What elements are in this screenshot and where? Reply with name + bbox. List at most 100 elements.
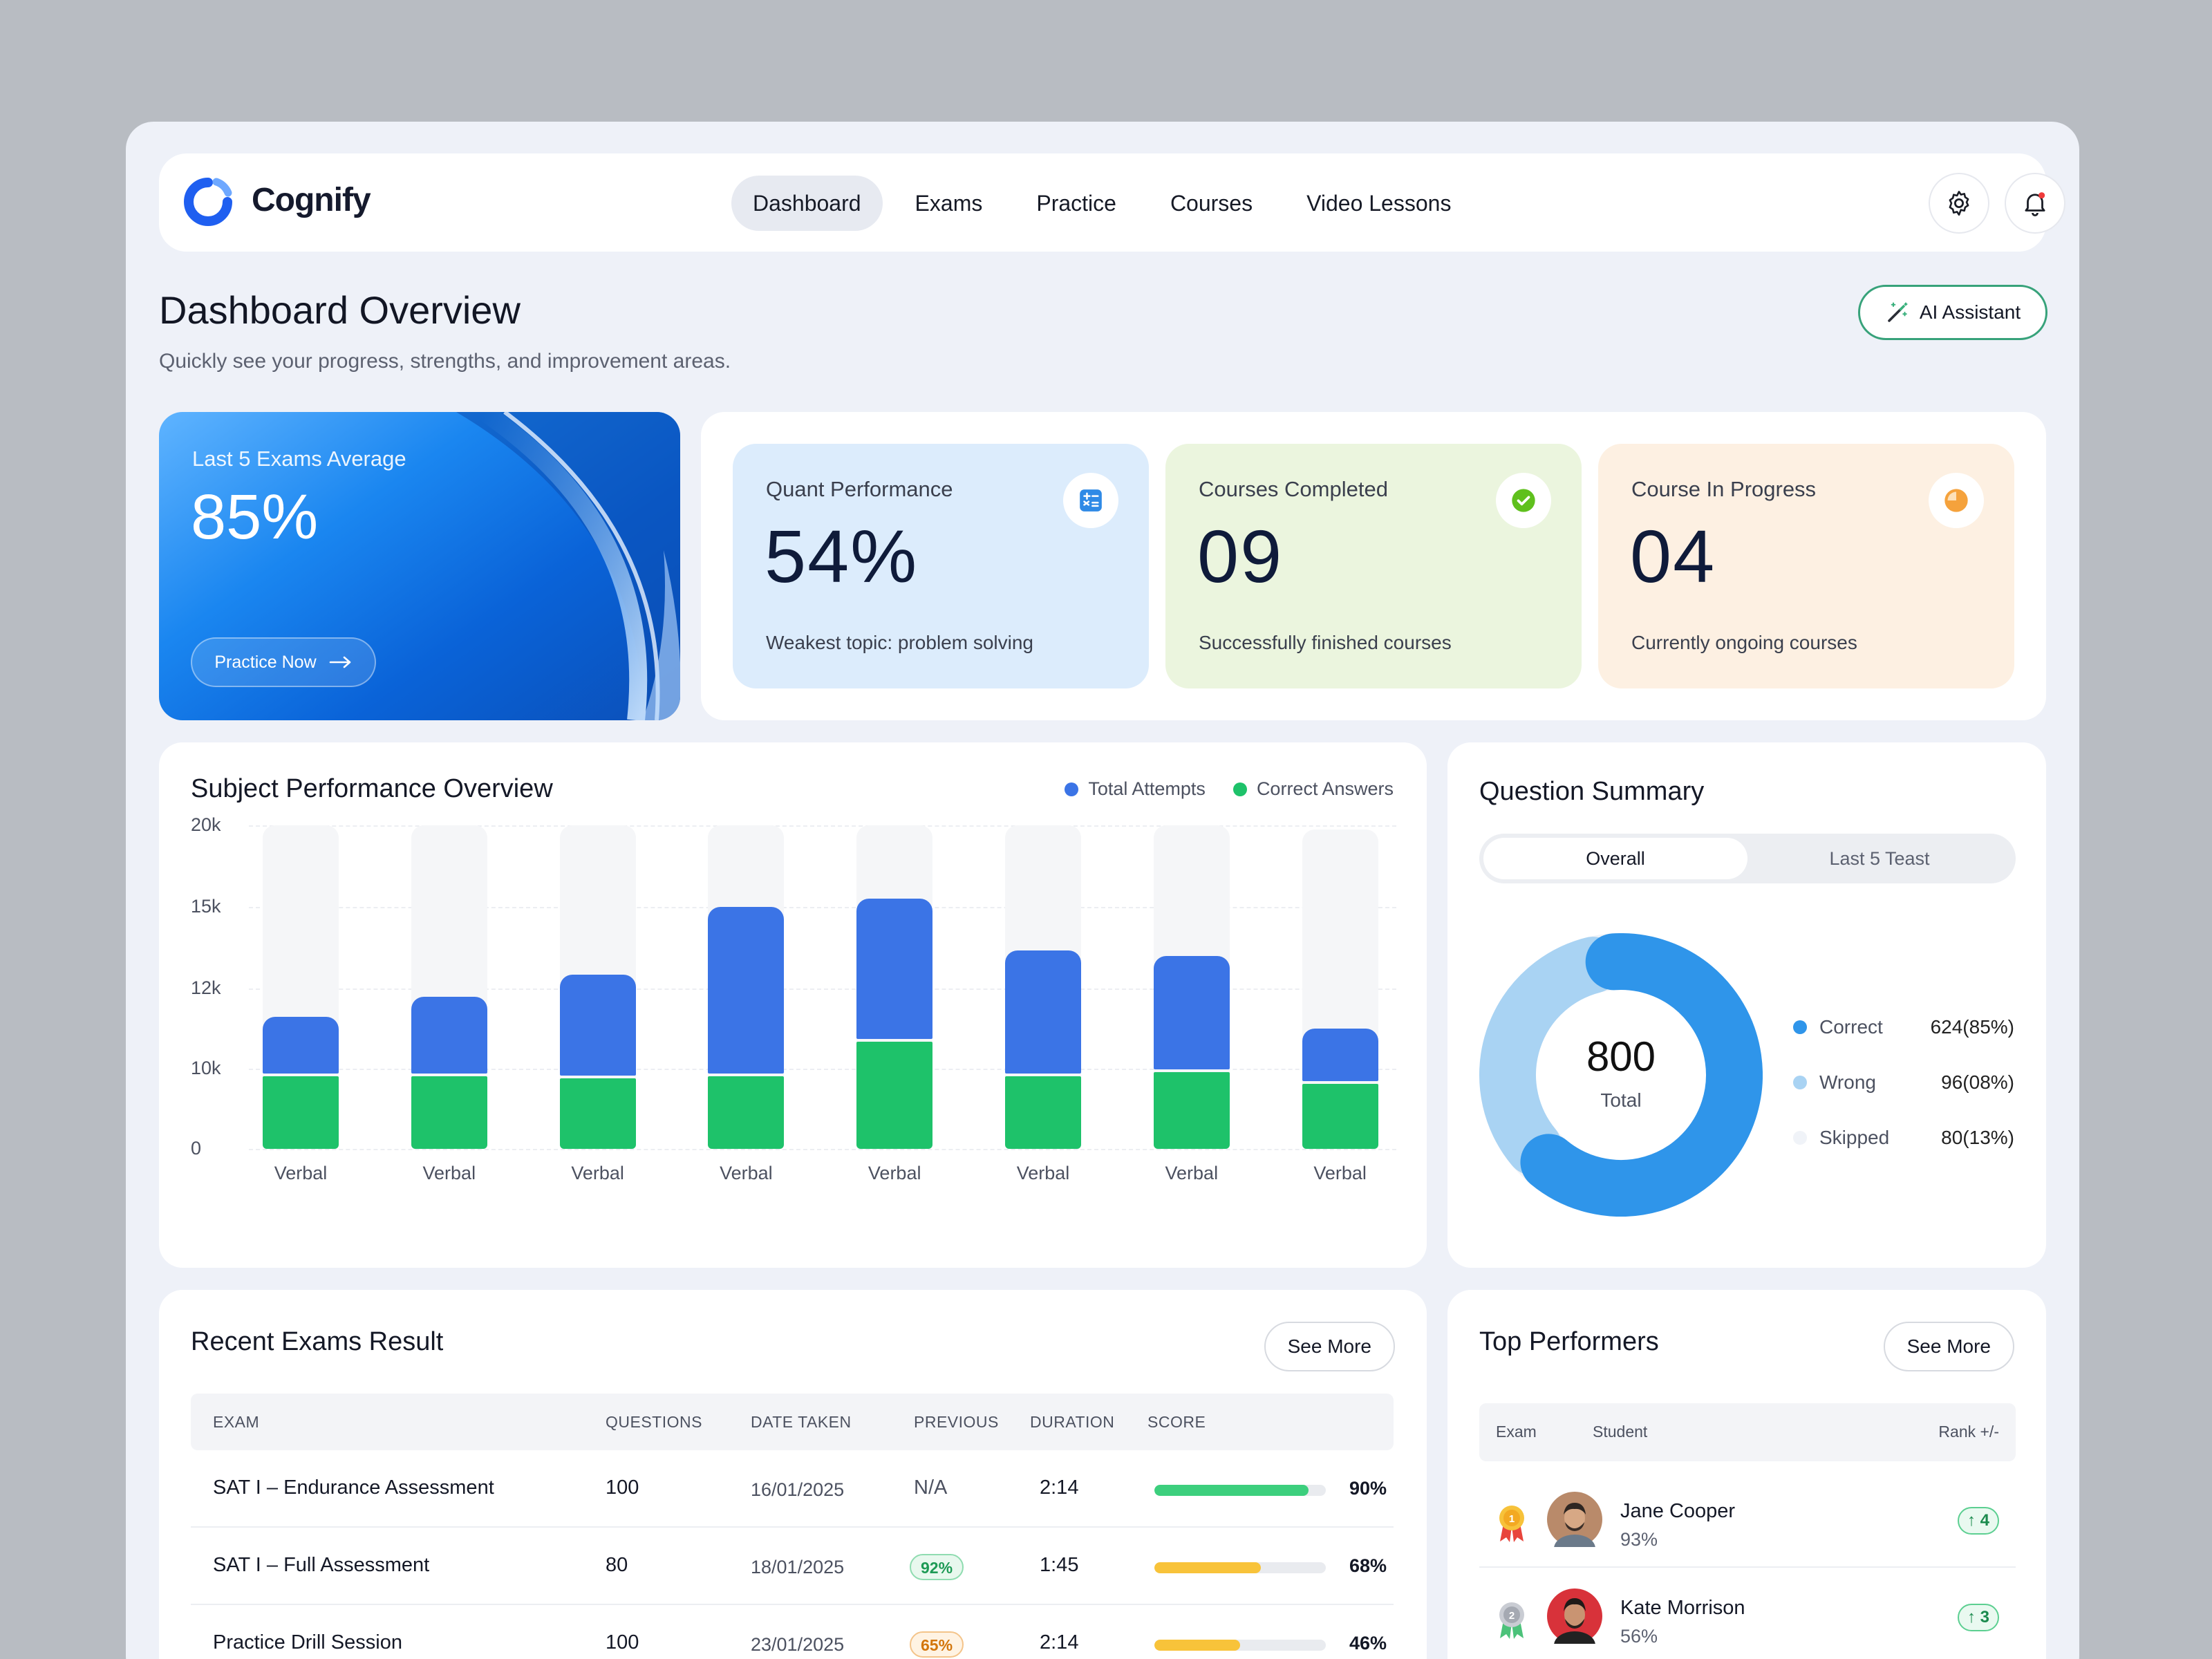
exams-table-header: EXAM QUESTIONS DATE TAKEN PREVIOUS DURAT…: [191, 1394, 1394, 1450]
score-progress-bar: [1154, 1640, 1326, 1651]
col-previous: PREVIOUS: [914, 1413, 999, 1431]
x-tick-label: Verbal: [1313, 1163, 1367, 1183]
nav-exams[interactable]: Exams: [915, 191, 983, 216]
donut-chart: [1479, 933, 1763, 1217]
y-tick-label: 20k: [191, 814, 221, 835]
date-taken: 16/01/2025: [751, 1479, 845, 1500]
table-row[interactable]: Practice Drill Session 100 23/01/2025 65% 2:…: [191, 1605, 1394, 1659]
ai-assistant-button[interactable]: AI Assistant: [1858, 285, 2047, 340]
date-taken: 23/01/2025: [751, 1634, 845, 1655]
table-row[interactable]: SAT I – Endurance Assessment 100 16/01/202…: [191, 1450, 1394, 1528]
performer-name: Kate Morrison: [1620, 1597, 1745, 1619]
gear-icon: [1949, 191, 1969, 216]
practice-now-label: Practice Now: [214, 652, 317, 672]
legend-value: 96(08%): [1941, 1071, 2014, 1093]
chart-legend: Total Attempts Correct Answers: [1065, 778, 1394, 800]
bar-total-attempts: [708, 907, 785, 1074]
notifications-button[interactable]: [2005, 173, 2065, 234]
hero-label: Last 5 Exams Average: [192, 447, 406, 471]
page-subtitle: Quickly see your progress, strengths, an…: [159, 350, 731, 373]
questions-count: 100: [606, 1477, 639, 1499]
recent-exams-title: Recent Exams Result: [191, 1327, 444, 1356]
duration: 1:45: [1040, 1554, 1079, 1576]
x-tick-label: Verbal: [720, 1163, 773, 1183]
donut-total-label: Total: [1600, 1089, 1642, 1111]
main-menu: Dashboard Exams Practice Courses Video L…: [731, 176, 1472, 231]
legend-value: 624(85%): [1930, 1016, 2014, 1038]
legend-correct-answers: Correct Answers: [1232, 778, 1394, 800]
calculator-icon: [1063, 473, 1118, 528]
legend-label: Correct: [1819, 1016, 1883, 1038]
col-date-taken: DATE TAKEN: [751, 1413, 852, 1431]
x-tick-label: Verbal: [422, 1163, 476, 1183]
recent-exams-see-more-button[interactable]: See More: [1264, 1322, 1395, 1371]
x-tick-label: Verbal: [1165, 1163, 1219, 1183]
score-progress-bar: [1154, 1485, 1326, 1496]
nav-practice[interactable]: Practice: [1036, 191, 1116, 216]
rank-change-value: 4: [1980, 1511, 1989, 1530]
top-performers-see-more-button[interactable]: See More: [1883, 1322, 2014, 1371]
stats-panel: Quant Performance 54% Weakest topic: pro…: [701, 412, 2046, 720]
bar-chart: 20k 15k 12k 10k 0 Verbal Verbal Verbal Verbal Ver…: [159, 742, 1427, 1268]
tab-overall[interactable]: Overall: [1483, 838, 1747, 879]
bar-correct-answers: [1005, 1076, 1081, 1149]
donut-total: 800: [1586, 1033, 1656, 1080]
settings-button[interactable]: [1929, 173, 1989, 234]
performer-row[interactable]: 1 Jane Cooper 93% ↑ 4: [1479, 1472, 2016, 1568]
arrow-right-icon: [329, 656, 350, 668]
performer-score: 93%: [1620, 1529, 1658, 1550]
x-tick-label: Verbal: [274, 1163, 328, 1183]
y-tick-label: 15k: [191, 896, 221, 917]
legend-dot: [1793, 1131, 1807, 1145]
col-student: Student: [1593, 1423, 1648, 1441]
legend-item: Correct 624(85%): [1793, 1016, 2014, 1038]
legend-total-attempts: Total Attempts: [1065, 778, 1206, 800]
subject-performance-card: Subject Performance Overview Total Attem…: [159, 742, 1427, 1268]
nav-dashboard[interactable]: Dashboard: [731, 176, 883, 231]
previous-score: N/A: [914, 1477, 948, 1499]
summary-toggle: Overall Last 5 Teast: [1479, 834, 2016, 883]
app-window: Cognify Dashboard Exams Practice Courses…: [126, 122, 2079, 1659]
duration: 2:14: [1040, 1477, 1079, 1499]
magic-wand-icon: [1888, 302, 1908, 322]
avatar: [1547, 1492, 1602, 1547]
medal-number: 1: [1509, 1513, 1515, 1525]
col-rank: Rank +/-: [1938, 1423, 1999, 1441]
courses-completed-card[interactable]: Courses Completed 09 Successfully finish…: [1165, 444, 1582, 688]
table-row[interactable]: SAT I – Full Assessment 80 18/01/2025 92% 1:…: [191, 1528, 1394, 1605]
x-tick-label: Verbal: [571, 1163, 624, 1183]
nav-video-lessons[interactable]: Video Lessons: [1306, 191, 1452, 216]
performer-row[interactable]: 2 Kate Morrison 56% ↑ 3: [1479, 1569, 2016, 1659]
practice-now-button[interactable]: Practice Now: [191, 637, 376, 687]
score-progress-bar: [1154, 1562, 1326, 1573]
duration: 2:14: [1040, 1631, 1079, 1653]
performer-score: 56%: [1620, 1626, 1658, 1647]
pie-progress-icon: [1929, 473, 1984, 528]
bar-correct-answers: [1153, 1072, 1230, 1149]
gold-medal-icon: 1: [1499, 1506, 1524, 1542]
recent-exams-card: Recent Exams Result See More EXAM QUESTI…: [159, 1290, 1427, 1659]
performer-name: Jane Cooper: [1620, 1500, 1736, 1522]
col-questions: QUESTIONS: [606, 1413, 702, 1431]
course-in-progress-card[interactable]: Course In Progress 04 Currently ongoing …: [1598, 444, 2014, 688]
check-circle-icon: [1496, 473, 1551, 528]
bar-total-attempts: [559, 975, 636, 1076]
bar-total-attempts: [1153, 955, 1230, 1070]
nav-courses[interactable]: Courses: [1170, 191, 1253, 216]
score-value: 90%: [1349, 1478, 1387, 1499]
previous-score-badge: 92%: [910, 1554, 964, 1580]
rank-change-badge: ↑ 3: [1957, 1604, 1999, 1631]
app-name[interactable]: Cognify: [252, 182, 371, 218]
tab-last-5-test[interactable]: Last 5 Teast: [1829, 848, 1930, 869]
donut-wrong-segment: [1479, 937, 1622, 1176]
bar-correct-answers: [411, 1076, 487, 1149]
score-value: 46%: [1349, 1633, 1387, 1653]
quant-performance-card[interactable]: Quant Performance 54% Weakest topic: pro…: [733, 444, 1149, 688]
hero-value: 85%: [191, 482, 319, 552]
x-tick-label: Verbal: [1016, 1163, 1070, 1183]
top-nav: Cognify Dashboard Exams Practice Courses…: [159, 153, 2065, 252]
bar-total-attempts: [856, 899, 933, 1040]
question-summary-card: Question Summary Overall Last 5 Teast 80…: [1447, 742, 2046, 1268]
legend-value: 80(13%): [1941, 1127, 2014, 1148]
medal-number: 2: [1509, 1610, 1515, 1622]
